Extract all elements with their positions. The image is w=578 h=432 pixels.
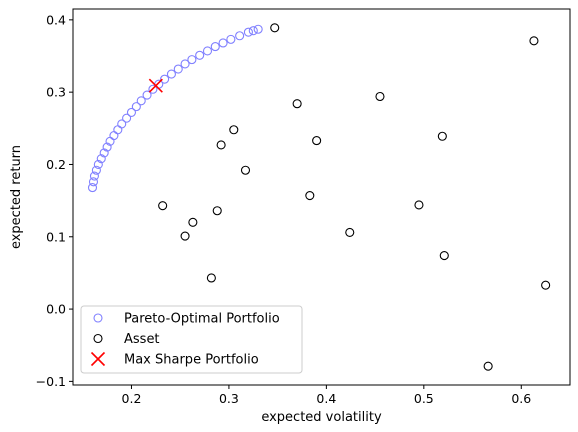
asset-point bbox=[529, 36, 539, 46]
y-tick-label: 0.2 bbox=[46, 157, 66, 172]
asset-point bbox=[375, 91, 385, 102]
pareto-point bbox=[87, 183, 98, 193]
asset-point bbox=[180, 231, 190, 241]
y-tick-label: 0.4 bbox=[46, 12, 66, 27]
pareto-point bbox=[122, 113, 132, 123]
asset-point bbox=[158, 201, 168, 211]
series-0 bbox=[87, 24, 263, 193]
asset-point bbox=[212, 206, 222, 216]
pareto-point bbox=[88, 177, 99, 187]
series-1 bbox=[158, 23, 551, 371]
pareto-point bbox=[218, 38, 228, 48]
asset-point bbox=[439, 251, 449, 261]
legend-box bbox=[80, 305, 303, 374]
legend: Pareto-Optimal Portfolio Asset Max Sharpe … bbox=[80, 305, 303, 374]
y-axis-ticks: −0.1 0.0 0.1 0.2 0.3 0.4 bbox=[36, 12, 73, 389]
legend-entry: Max Sharpe Portfolio bbox=[90, 351, 259, 368]
pareto-point bbox=[243, 27, 253, 37]
x-tick-label: 0.3 bbox=[219, 391, 239, 406]
pareto-point bbox=[117, 119, 127, 129]
asset-point bbox=[541, 280, 551, 290]
asset-point bbox=[188, 217, 198, 227]
y-tick-label: −0.1 bbox=[36, 374, 66, 389]
y-tick-label: 0.1 bbox=[46, 229, 66, 244]
asset-point bbox=[414, 200, 424, 210]
x-tick-label: 0.6 bbox=[511, 391, 531, 406]
legend-marker bbox=[93, 333, 103, 344]
series-2 bbox=[148, 78, 163, 93]
pareto-point bbox=[102, 142, 112, 152]
pareto-point bbox=[187, 55, 197, 65]
pareto-point bbox=[253, 24, 263, 34]
asset-point bbox=[345, 227, 355, 237]
pareto-point bbox=[195, 50, 205, 60]
y-axis-label: expected return bbox=[9, 145, 24, 249]
x-tick-label: 0.2 bbox=[122, 391, 142, 406]
pareto-point bbox=[126, 107, 137, 117]
pareto-point bbox=[93, 159, 103, 170]
asset-point bbox=[292, 99, 302, 109]
x-axis-ticks: 0.2 0.3 0.4 0.5 0.6 bbox=[122, 385, 531, 406]
x-tick-label: 0.4 bbox=[316, 391, 336, 406]
legend-marker bbox=[93, 313, 103, 323]
legend-marker bbox=[90, 351, 106, 367]
legend-entry: Asset bbox=[93, 332, 160, 347]
asset-point bbox=[270, 23, 280, 33]
pareto-point bbox=[226, 34, 236, 44]
asset-point bbox=[305, 191, 315, 201]
x-axis-label: expected volatility bbox=[261, 410, 382, 425]
pareto-point bbox=[210, 42, 220, 52]
asset-point bbox=[483, 361, 493, 371]
y-tick-label: 0.0 bbox=[46, 302, 66, 317]
pareto-point bbox=[142, 90, 152, 100]
legend-label: Max Sharpe Portfolio bbox=[124, 353, 259, 368]
legend-entry: Pareto-Optimal Portfolio bbox=[93, 312, 280, 327]
legend-label: Pareto-Optimal Portfolio bbox=[124, 312, 280, 327]
data-points bbox=[87, 23, 551, 371]
x-tick-label: 0.5 bbox=[414, 391, 434, 406]
pareto-point bbox=[131, 102, 141, 112]
plot-frame bbox=[72, 8, 571, 386]
pareto-point bbox=[91, 165, 101, 175]
asset-point bbox=[216, 140, 226, 150]
max-sharpe-marker bbox=[148, 78, 163, 93]
pareto-point bbox=[148, 84, 158, 94]
legend-label: Asset bbox=[124, 332, 160, 347]
asset-point bbox=[229, 125, 239, 135]
asset-point bbox=[437, 131, 447, 141]
pareto-point bbox=[180, 59, 190, 69]
pareto-point bbox=[202, 46, 213, 56]
pareto-point bbox=[96, 154, 106, 164]
asset-point bbox=[312, 136, 322, 146]
pareto-point bbox=[136, 96, 146, 106]
pareto-point bbox=[248, 26, 258, 36]
pareto-point bbox=[173, 64, 183, 74]
pareto-point bbox=[160, 74, 170, 84]
pareto-point bbox=[235, 31, 245, 41]
y-tick-label: 0.3 bbox=[46, 85, 66, 100]
pareto-point bbox=[89, 171, 99, 181]
pareto-point bbox=[99, 148, 109, 158]
pareto-point bbox=[166, 69, 176, 79]
asset-point bbox=[240, 165, 251, 175]
asset-point bbox=[206, 273, 216, 283]
